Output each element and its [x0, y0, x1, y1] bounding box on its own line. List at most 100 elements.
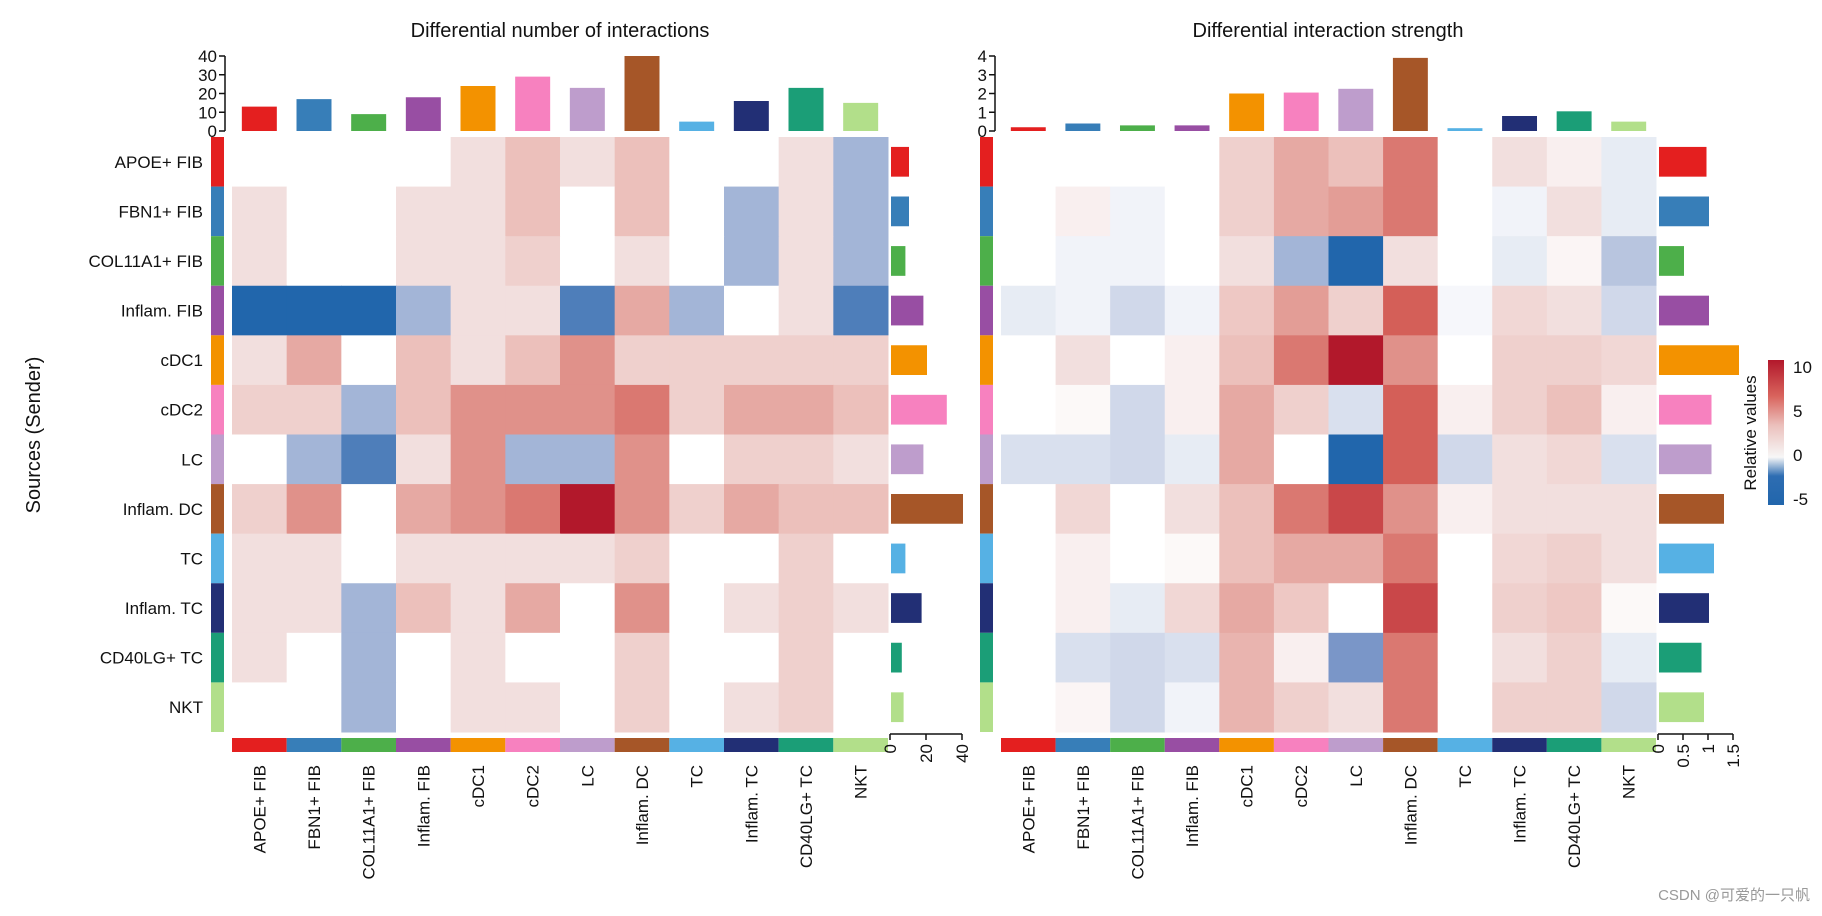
- heatmap-cell: [1164, 335, 1220, 386]
- heatmap-cell: [1273, 583, 1329, 634]
- heatmap-cell: [341, 137, 397, 188]
- top-bar: [679, 121, 715, 131]
- row-label: FBN1+ FIB: [118, 202, 203, 221]
- column-group-color: [1492, 738, 1547, 752]
- heatmap-cell: [1546, 186, 1602, 237]
- top-bar: [733, 101, 769, 131]
- heatmap-cell: [232, 236, 288, 287]
- heatmap-cell: [396, 434, 452, 485]
- row-label: Inflam. TC: [125, 599, 203, 618]
- column-group-color: [1110, 738, 1165, 752]
- heatmap-cell: [1437, 682, 1493, 733]
- heatmap-cell: [1273, 384, 1329, 435]
- row-group-color: [980, 533, 993, 584]
- heatmap-cell: [560, 285, 616, 336]
- right-bar-tick-label: 20: [917, 744, 936, 763]
- heatmap-cell: [1492, 335, 1548, 386]
- right-bar: [1659, 692, 1704, 723]
- right-bar: [891, 692, 904, 723]
- row-group-color: [980, 137, 993, 187]
- heatmap-cell: [286, 434, 342, 485]
- top-bar: [1065, 123, 1101, 131]
- row-label: COL11A1+ FIB: [89, 252, 204, 271]
- heatmap-cell: [614, 186, 670, 237]
- column-group-color: [286, 738, 342, 752]
- heatmap-cell: [1110, 533, 1166, 584]
- heatmap-cell: [1546, 335, 1602, 386]
- column-label: COL11A1+ FIB: [1128, 765, 1147, 880]
- heatmap-cell: [1437, 632, 1493, 683]
- column-group-color: [341, 738, 396, 752]
- row-group-color: [980, 384, 993, 435]
- heatmap-cell: [560, 632, 616, 683]
- heatmap-cell: [1492, 484, 1548, 535]
- heatmap-cell: [614, 285, 670, 336]
- column-label: cDC2: [524, 765, 543, 808]
- heatmap-cell: [724, 583, 780, 634]
- top-bar: [1174, 125, 1210, 131]
- strength-panel: APOE+ FIB FBN1+ FIB COL11A1+ FIB Inflam. FI…: [978, 47, 1743, 880]
- heatmap-cell: [1219, 484, 1275, 535]
- right-bar-tick-label: 1.5: [1724, 744, 1743, 768]
- top-bar: [515, 76, 551, 131]
- top-bar-tick-label: 4: [978, 47, 987, 66]
- top-bar-tick-label: 2: [978, 85, 987, 104]
- heatmap-cell: [669, 632, 725, 683]
- column-group-color: [614, 738, 670, 752]
- heatmap-cell: [833, 682, 889, 733]
- heatmap-cell: [560, 533, 616, 584]
- top-bar: [351, 114, 387, 131]
- heatmap-cell: [1383, 533, 1439, 584]
- heatmap-cell: [1219, 434, 1275, 485]
- column-label: APOE+ FIB: [1019, 765, 1038, 853]
- heatmap-cell: [505, 186, 561, 237]
- column-group-color: [778, 738, 834, 752]
- heatmap-cell: [232, 137, 288, 188]
- heatmap-cell: [232, 335, 288, 386]
- heatmap-cell: [614, 583, 670, 634]
- column-group-color: [1437, 738, 1493, 752]
- heatmap-cell: [1110, 384, 1166, 435]
- heatmap-cell: [833, 236, 889, 287]
- column-group-color: [232, 738, 287, 752]
- heatmap-cell: [1110, 434, 1166, 485]
- heatmap-cell: [1001, 583, 1057, 634]
- heatmap-cell: [505, 484, 561, 535]
- heatmap-cell: [450, 682, 506, 733]
- heatmap-cell: [1437, 186, 1493, 237]
- row-label: NKT: [169, 698, 203, 717]
- heatmap-cell: [1001, 384, 1057, 435]
- column-group-color: [669, 738, 724, 752]
- legend-tick-label: -5: [1793, 490, 1808, 509]
- right-bar: [891, 494, 963, 524]
- heatmap-cell: [1601, 682, 1657, 733]
- heatmap-cell: [341, 583, 397, 634]
- colorbar: [1768, 360, 1784, 505]
- heatmap-cell: [1219, 632, 1275, 683]
- heatmap-cell: [1437, 434, 1493, 485]
- heatmap-cell: [341, 434, 397, 485]
- right-bar: [891, 444, 924, 475]
- row-group-color: [211, 682, 224, 732]
- right-bar: [1659, 246, 1684, 276]
- top-bar: [1338, 88, 1374, 131]
- row-label: cDC2: [160, 401, 203, 420]
- heatmap-cell: [505, 335, 561, 386]
- heatmap-cell: [614, 682, 670, 733]
- heatmap-cell: [833, 583, 889, 634]
- heatmap-cell: [341, 335, 397, 386]
- heatmap-cell: [1492, 137, 1548, 188]
- heatmap-cell: [833, 434, 889, 485]
- legend-title: Relative values: [1741, 375, 1760, 490]
- heatmap-cell: [1001, 285, 1057, 336]
- column-group-color: [724, 738, 779, 752]
- heatmap-cell: [1055, 533, 1111, 584]
- heatmap-cell: [724, 434, 780, 485]
- heatmap-cell: [833, 335, 889, 386]
- heatmap-cell: [1383, 236, 1439, 287]
- column-label: cDC2: [1292, 765, 1311, 808]
- heatmap-cell: [1437, 484, 1493, 535]
- heatmap-cell: [1328, 583, 1384, 634]
- row-group-color: [211, 137, 224, 187]
- heatmap-cell: [1273, 285, 1329, 336]
